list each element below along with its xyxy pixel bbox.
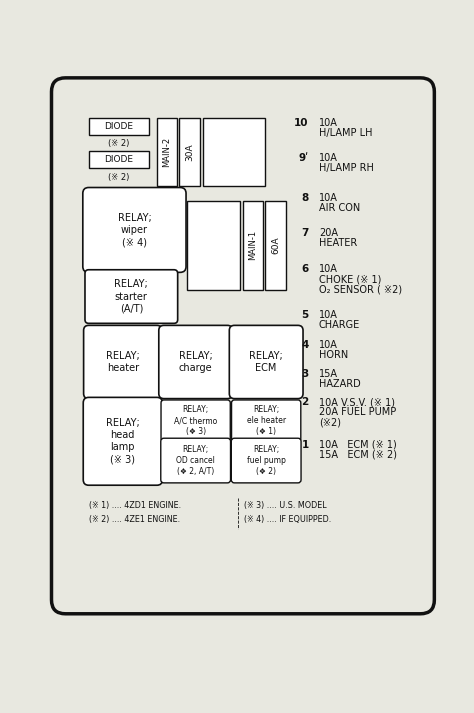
Text: CHARGE: CHARGE: [319, 320, 360, 330]
Text: 8: 8: [301, 193, 309, 203]
Text: HEATER: HEATER: [319, 238, 357, 248]
Text: RELAY;
ele heater
(❖ 1): RELAY; ele heater (❖ 1): [246, 405, 286, 436]
Text: MAIN-2: MAIN-2: [163, 137, 172, 167]
FancyBboxPatch shape: [231, 438, 301, 483]
FancyBboxPatch shape: [52, 78, 434, 614]
Bar: [243, 201, 263, 289]
Text: 7: 7: [301, 228, 309, 238]
Text: 20A FUEL PUMP: 20A FUEL PUMP: [319, 407, 396, 417]
Text: 15A: 15A: [319, 369, 338, 379]
Text: 1: 1: [301, 440, 309, 450]
Bar: [265, 201, 285, 289]
Text: 4: 4: [301, 339, 309, 349]
Bar: [203, 118, 265, 185]
FancyBboxPatch shape: [159, 325, 233, 399]
FancyBboxPatch shape: [85, 270, 178, 323]
Text: 15A   ECM (※ 2): 15A ECM (※ 2): [319, 450, 397, 460]
Text: 10A: 10A: [319, 265, 338, 275]
FancyBboxPatch shape: [83, 325, 162, 399]
Text: (※2): (※2): [319, 417, 341, 427]
FancyBboxPatch shape: [83, 188, 186, 272]
Text: 5: 5: [301, 310, 309, 320]
FancyBboxPatch shape: [229, 325, 303, 399]
FancyBboxPatch shape: [231, 400, 301, 441]
Text: H/LAMP LH: H/LAMP LH: [319, 128, 373, 138]
Text: 9ʹ: 9ʹ: [299, 153, 309, 163]
Text: RELAY;
heater: RELAY; heater: [106, 351, 140, 373]
Text: 3: 3: [301, 369, 309, 379]
Text: HORN: HORN: [319, 349, 348, 359]
Text: (※ 4) .... IF EQUIPPED.: (※ 4) .... IF EQUIPPED.: [244, 515, 331, 524]
Text: RELAY;
charge: RELAY; charge: [179, 351, 212, 373]
Text: 20A: 20A: [319, 228, 338, 238]
FancyBboxPatch shape: [161, 438, 230, 483]
Text: RELAY;
starter
(A/T): RELAY; starter (A/T): [114, 279, 148, 314]
Text: DIODE: DIODE: [104, 155, 133, 164]
Text: CHOKE (※ 1): CHOKE (※ 1): [319, 275, 381, 284]
Text: RELAY;
head
lamp
(※ 3): RELAY; head lamp (※ 3): [106, 418, 140, 465]
Text: (※ 2): (※ 2): [108, 140, 129, 148]
Text: RELAY;
A/C thermo
(❖ 3): RELAY; A/C thermo (❖ 3): [174, 405, 217, 436]
Bar: [187, 201, 240, 289]
Text: (※ 2) .... 4ZE1 ENGINE.: (※ 2) .... 4ZE1 ENGINE.: [89, 515, 180, 524]
Text: HAZARD: HAZARD: [319, 379, 361, 389]
Bar: [89, 118, 149, 135]
Text: RELAY;
fuel pump
(❖ 2): RELAY; fuel pump (❖ 2): [247, 445, 286, 476]
Text: 10A: 10A: [319, 153, 338, 163]
Text: 10A: 10A: [319, 339, 338, 349]
Bar: [157, 118, 177, 185]
Text: 10A V.S.V. (※ 1): 10A V.S.V. (※ 1): [319, 397, 395, 407]
FancyBboxPatch shape: [161, 400, 230, 441]
Text: O₂ SENSOR ( ※2): O₂ SENSOR ( ※2): [319, 284, 402, 294]
Bar: [179, 118, 200, 185]
Text: (※ 1) .... 4ZD1 ENGINE.: (※ 1) .... 4ZD1 ENGINE.: [89, 501, 181, 511]
Text: 10A: 10A: [319, 310, 338, 320]
Text: (※ 2): (※ 2): [108, 173, 129, 182]
Text: MAIN-1: MAIN-1: [248, 230, 257, 260]
Text: 2: 2: [301, 397, 309, 407]
FancyBboxPatch shape: [83, 397, 163, 486]
Text: (※ 3) .... U.S. MODEL: (※ 3) .... U.S. MODEL: [244, 501, 326, 511]
Text: 6: 6: [301, 265, 309, 275]
Text: 10A: 10A: [319, 193, 338, 203]
Text: 60A: 60A: [271, 237, 280, 254]
Bar: [89, 151, 149, 168]
Text: AIR CON: AIR CON: [319, 203, 360, 213]
Text: DIODE: DIODE: [104, 122, 133, 131]
Text: 10: 10: [294, 118, 309, 128]
Text: RELAY;
OD cancel
(❖ 2, A/T): RELAY; OD cancel (❖ 2, A/T): [176, 445, 215, 476]
Text: H/LAMP RH: H/LAMP RH: [319, 163, 374, 173]
Text: 10A   ECM (※ 1): 10A ECM (※ 1): [319, 440, 397, 450]
Text: RELAY;
wiper
(※ 4): RELAY; wiper (※ 4): [118, 212, 151, 247]
Text: RELAY;
ECM: RELAY; ECM: [249, 351, 283, 373]
Text: 30A: 30A: [185, 143, 194, 160]
Text: 10A: 10A: [319, 118, 338, 128]
